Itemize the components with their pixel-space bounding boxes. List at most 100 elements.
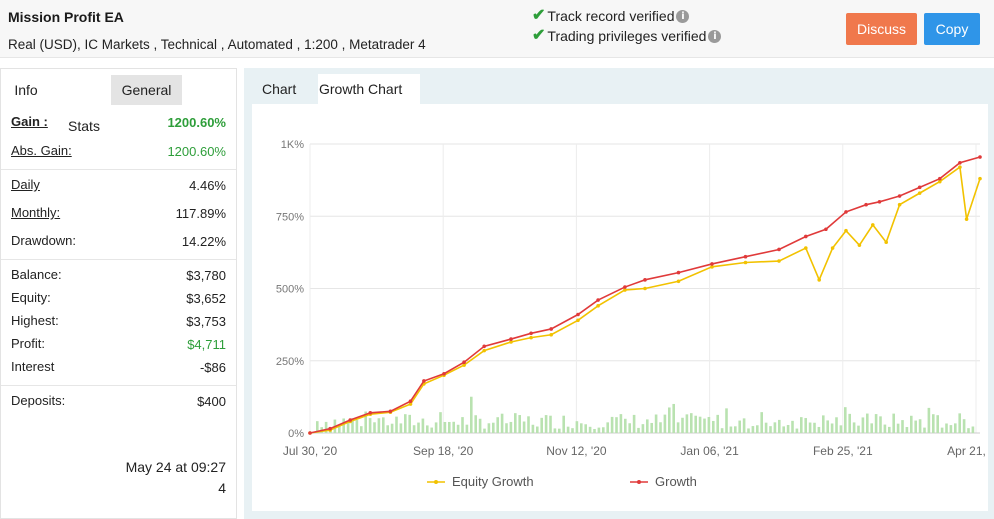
volume-bar <box>346 421 350 433</box>
series-point <box>482 348 486 353</box>
volume-bar <box>659 422 662 433</box>
x-tick-label: Jan 06, '21 <box>680 444 739 458</box>
series-point <box>643 286 647 291</box>
series-point <box>509 340 513 344</box>
y-tick-label: 500% <box>276 284 304 296</box>
tab-growth-chart[interactable]: Growth Chart <box>318 74 420 104</box>
stat-value: $3,652 <box>186 291 226 306</box>
volume-bar <box>316 421 319 433</box>
series-point <box>676 279 681 284</box>
stat-row-monthly: Monthly: 117.89% <box>1 202 236 225</box>
stat-label[interactable]: Daily <box>11 177 40 192</box>
stat-row-daily: Daily 4.46% <box>1 174 236 197</box>
x-tick-label: Apr 21, '21 <box>947 444 988 458</box>
stat-value: $4,711 <box>187 337 226 352</box>
volume-bar <box>861 417 865 433</box>
growth-chart: 0% 250% 500% 750% 1K% Jul 30, '20 Sep 18, '20 N… <box>276 139 994 489</box>
volume-bar <box>597 427 601 433</box>
volume-bar <box>725 408 728 433</box>
volume-bar <box>641 424 645 433</box>
series-point <box>844 228 848 233</box>
volume-bar <box>663 414 667 433</box>
volume-bar <box>866 413 869 433</box>
volume-bar <box>844 407 847 433</box>
tab-chart[interactable]: Chart <box>252 74 308 104</box>
volume-bar <box>822 415 825 433</box>
volume-bar <box>496 417 499 433</box>
volume-bar <box>580 423 583 433</box>
discuss-button[interactable]: Discuss <box>846 13 917 45</box>
info-icon[interactable]: i <box>708 29 722 43</box>
stat-row-interest: Interest -$86 <box>1 356 236 379</box>
volume-bar <box>514 413 517 433</box>
volume-bar <box>892 413 895 433</box>
volume-bar <box>615 417 618 433</box>
volume-bar <box>386 425 389 433</box>
volume-bar <box>896 423 900 433</box>
volume-bar <box>549 415 552 433</box>
series-point <box>897 202 902 207</box>
series-point <box>710 262 714 266</box>
tab-stats[interactable]: Stats <box>58 111 110 141</box>
volume-bar <box>857 425 860 433</box>
last-updated-date: May 24 at 09:27 <box>125 459 226 475</box>
volume-bar <box>936 415 939 433</box>
series-point <box>958 165 962 169</box>
tab-general[interactable]: General <box>111 75 182 105</box>
divider <box>1 169 236 170</box>
stat-row-drawdown: Drawdown: 14.22% <box>1 230 236 253</box>
volume-bar <box>852 422 856 433</box>
stat-value: 117.89% <box>175 206 226 221</box>
volume-bar <box>610 416 614 433</box>
volume-bar <box>712 420 715 433</box>
series-point <box>529 331 533 336</box>
series-point <box>743 260 748 265</box>
stat-row-equity: Equity: $3,652 <box>1 287 236 310</box>
volume-bar <box>426 425 429 433</box>
copy-button[interactable]: Copy <box>924 13 980 45</box>
volume-bar <box>738 420 741 433</box>
volume-bar <box>562 415 565 433</box>
series-point <box>710 265 714 269</box>
stat-label[interactable]: Abs. Gain: <box>11 143 72 158</box>
series-point <box>844 210 848 214</box>
volume-bar <box>681 417 684 433</box>
stat-label: Equity: <box>11 290 51 305</box>
volume-bar <box>769 426 772 433</box>
info-icon[interactable]: i <box>676 9 690 23</box>
volume-bar <box>588 426 592 433</box>
volume-bar <box>672 403 675 433</box>
tab-info[interactable]: Info <box>1 75 51 105</box>
series-point <box>824 227 828 232</box>
volume-bar <box>910 415 913 433</box>
stat-label[interactable]: Gain : <box>11 114 48 129</box>
x-tick-label: Feb 25, '21 <box>813 444 873 458</box>
volume-bar <box>808 422 812 433</box>
y-tick-label: 750% <box>276 211 304 223</box>
last-updated-suffix: 4 <box>218 480 226 496</box>
series-point <box>462 363 466 367</box>
volume-bar <box>439 412 442 433</box>
volume-bar <box>373 422 376 433</box>
volume-bar <box>879 416 882 433</box>
checkmark-icon: ✔ <box>532 7 546 24</box>
volume-bar <box>355 420 359 433</box>
stat-value: $400 <box>197 394 226 409</box>
series-point <box>482 344 486 349</box>
volume-bar <box>443 421 447 433</box>
volume-bar <box>421 418 425 433</box>
stat-label: Drawdown: <box>11 233 77 248</box>
volume-bar <box>558 428 561 433</box>
volume-bar <box>417 422 420 433</box>
series-point <box>308 431 312 435</box>
stat-label[interactable]: Monthly: <box>11 205 61 220</box>
divider <box>1 385 236 386</box>
series-point <box>958 160 962 165</box>
stat-row-deposits: Deposits: $400 <box>1 390 236 413</box>
stat-value: -$86 <box>199 360 226 375</box>
stat-label: Highest: <box>11 313 59 328</box>
volume-bar <box>720 428 724 433</box>
series-point <box>549 332 553 337</box>
volume-bar <box>522 421 526 433</box>
series-point <box>623 288 627 292</box>
